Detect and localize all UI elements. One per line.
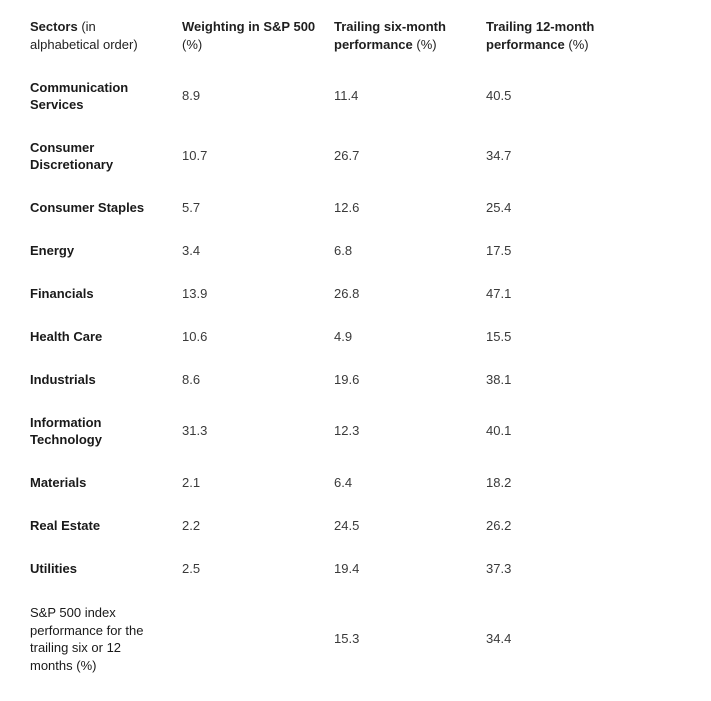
header-six-month: Trailing six-month performance (%) [326,10,478,66]
six-month-value: 11.4 [334,88,359,104]
twelve-month-value: 40.1 [486,423,512,439]
header-six-month-unit: (%) [412,36,437,52]
index-twelve-month-value: 34.4 [486,631,512,647]
weighting-value: 8.9 [182,88,201,104]
header-twelve-month: Trailing 12-month performance (%) [478,10,630,66]
index-six-month-value: 15.3 [334,631,360,647]
twelve-month-value: 26.2 [486,517,512,533]
header-sectors: Sectors (in alphabetical order) [22,10,174,66]
header-sectors-label: Sectors [30,19,78,34]
table-row: Real Estate 2.2 24.5 26.2 [22,504,630,547]
weighting-value: 2.1 [182,474,201,490]
weighting-value: 31.3 [182,423,208,439]
six-month-value: 4.9 [334,328,353,344]
index-weighting-value [174,590,326,688]
twelve-month-value: 34.7 [486,148,512,164]
six-month-value: 19.4 [334,560,360,576]
six-month-value: 24.5 [334,517,360,533]
sector-name: Industrials [30,371,96,387]
weighting-value: 13.9 [182,285,208,301]
index-performance-row: S&P 500 index performance for the traili… [22,590,630,688]
sector-name: Materials [30,474,87,490]
sector-name: Real Estate [30,517,101,533]
sector-name: Information Technology [30,414,102,448]
table-row: Consumer Staples 5.7 12.6 25.4 [22,186,630,229]
six-month-value: 26.8 [334,285,360,301]
table-row: Consumer Discretionary 10.7 26.7 34.7 [22,126,630,186]
twelve-month-value: 18.2 [486,474,512,490]
sector-name: Energy [30,242,75,258]
header-six-month-label: Trailing six-month performance [334,19,446,52]
weighting-value: 10.7 [182,148,208,164]
sector-name: Utilities [30,560,77,576]
header-row: Sectors (in alphabetical order) Weightin… [22,10,630,66]
six-month-value: 6.8 [334,242,353,258]
twelve-month-value: 38.1 [486,371,512,387]
table-row: Communication Services 8.9 11.4 40.5 [22,66,630,126]
six-month-value: 19.6 [334,371,360,387]
sector-name: Health Care [30,328,103,344]
header-sectors-note: (in alphabetical order) [30,19,138,52]
twelve-month-value: 40.5 [486,88,512,104]
weighting-value: 3.4 [182,242,201,258]
weighting-value: 8.6 [182,371,201,387]
sector-name: Communication Services [30,79,129,113]
twelve-month-value: 47.1 [486,285,512,301]
header-weighting-unit: (%) [182,36,203,52]
header-weighting-label: Weighting in S&P 500 [182,19,316,34]
six-month-value: 26.7 [334,148,360,164]
table-row: Health Care 10.6 4.9 15.5 [22,315,630,358]
sector-name: Consumer Staples [30,199,145,215]
twelve-month-value: 25.4 [486,199,512,215]
table-row: Materials 2.1 6.4 18.2 [22,461,630,504]
twelve-month-value: 37.3 [486,560,512,576]
table-row: Financials 13.9 26.8 47.1 [22,272,630,315]
index-performance-label: S&P 500 index performance for the traili… [30,605,144,673]
weighting-value: 2.2 [182,517,201,533]
weighting-value: 5.7 [182,199,201,215]
sector-performance-table: Sectors (in alphabetical order) Weightin… [22,10,630,688]
table-row: Industrials 8.6 19.6 38.1 [22,358,630,401]
header-twelve-month-unit: (%) [564,36,589,52]
table-header: Sectors (in alphabetical order) Weightin… [22,10,630,66]
table-row: Utilities 2.5 19.4 37.3 [22,547,630,590]
six-month-value: 6.4 [334,474,353,490]
weighting-value: 2.5 [182,560,201,576]
sector-name: Financials [30,285,94,301]
table-row: Energy 3.4 6.8 17.5 [22,229,630,272]
weighting-value: 10.6 [182,328,208,344]
table-row: Information Technology 31.3 12.3 40.1 [22,401,630,461]
six-month-value: 12.6 [334,199,360,215]
sector-name: Consumer Discretionary [30,139,114,173]
header-weighting: Weighting in S&P 500 (%) [174,10,326,66]
header-twelve-month-label: Trailing 12-month performance [486,19,595,52]
six-month-value: 12.3 [334,423,360,439]
twelve-month-value: 15.5 [486,328,512,344]
table-body: Communication Services 8.9 11.4 40.5 Con… [22,66,630,688]
twelve-month-value: 17.5 [486,242,512,258]
